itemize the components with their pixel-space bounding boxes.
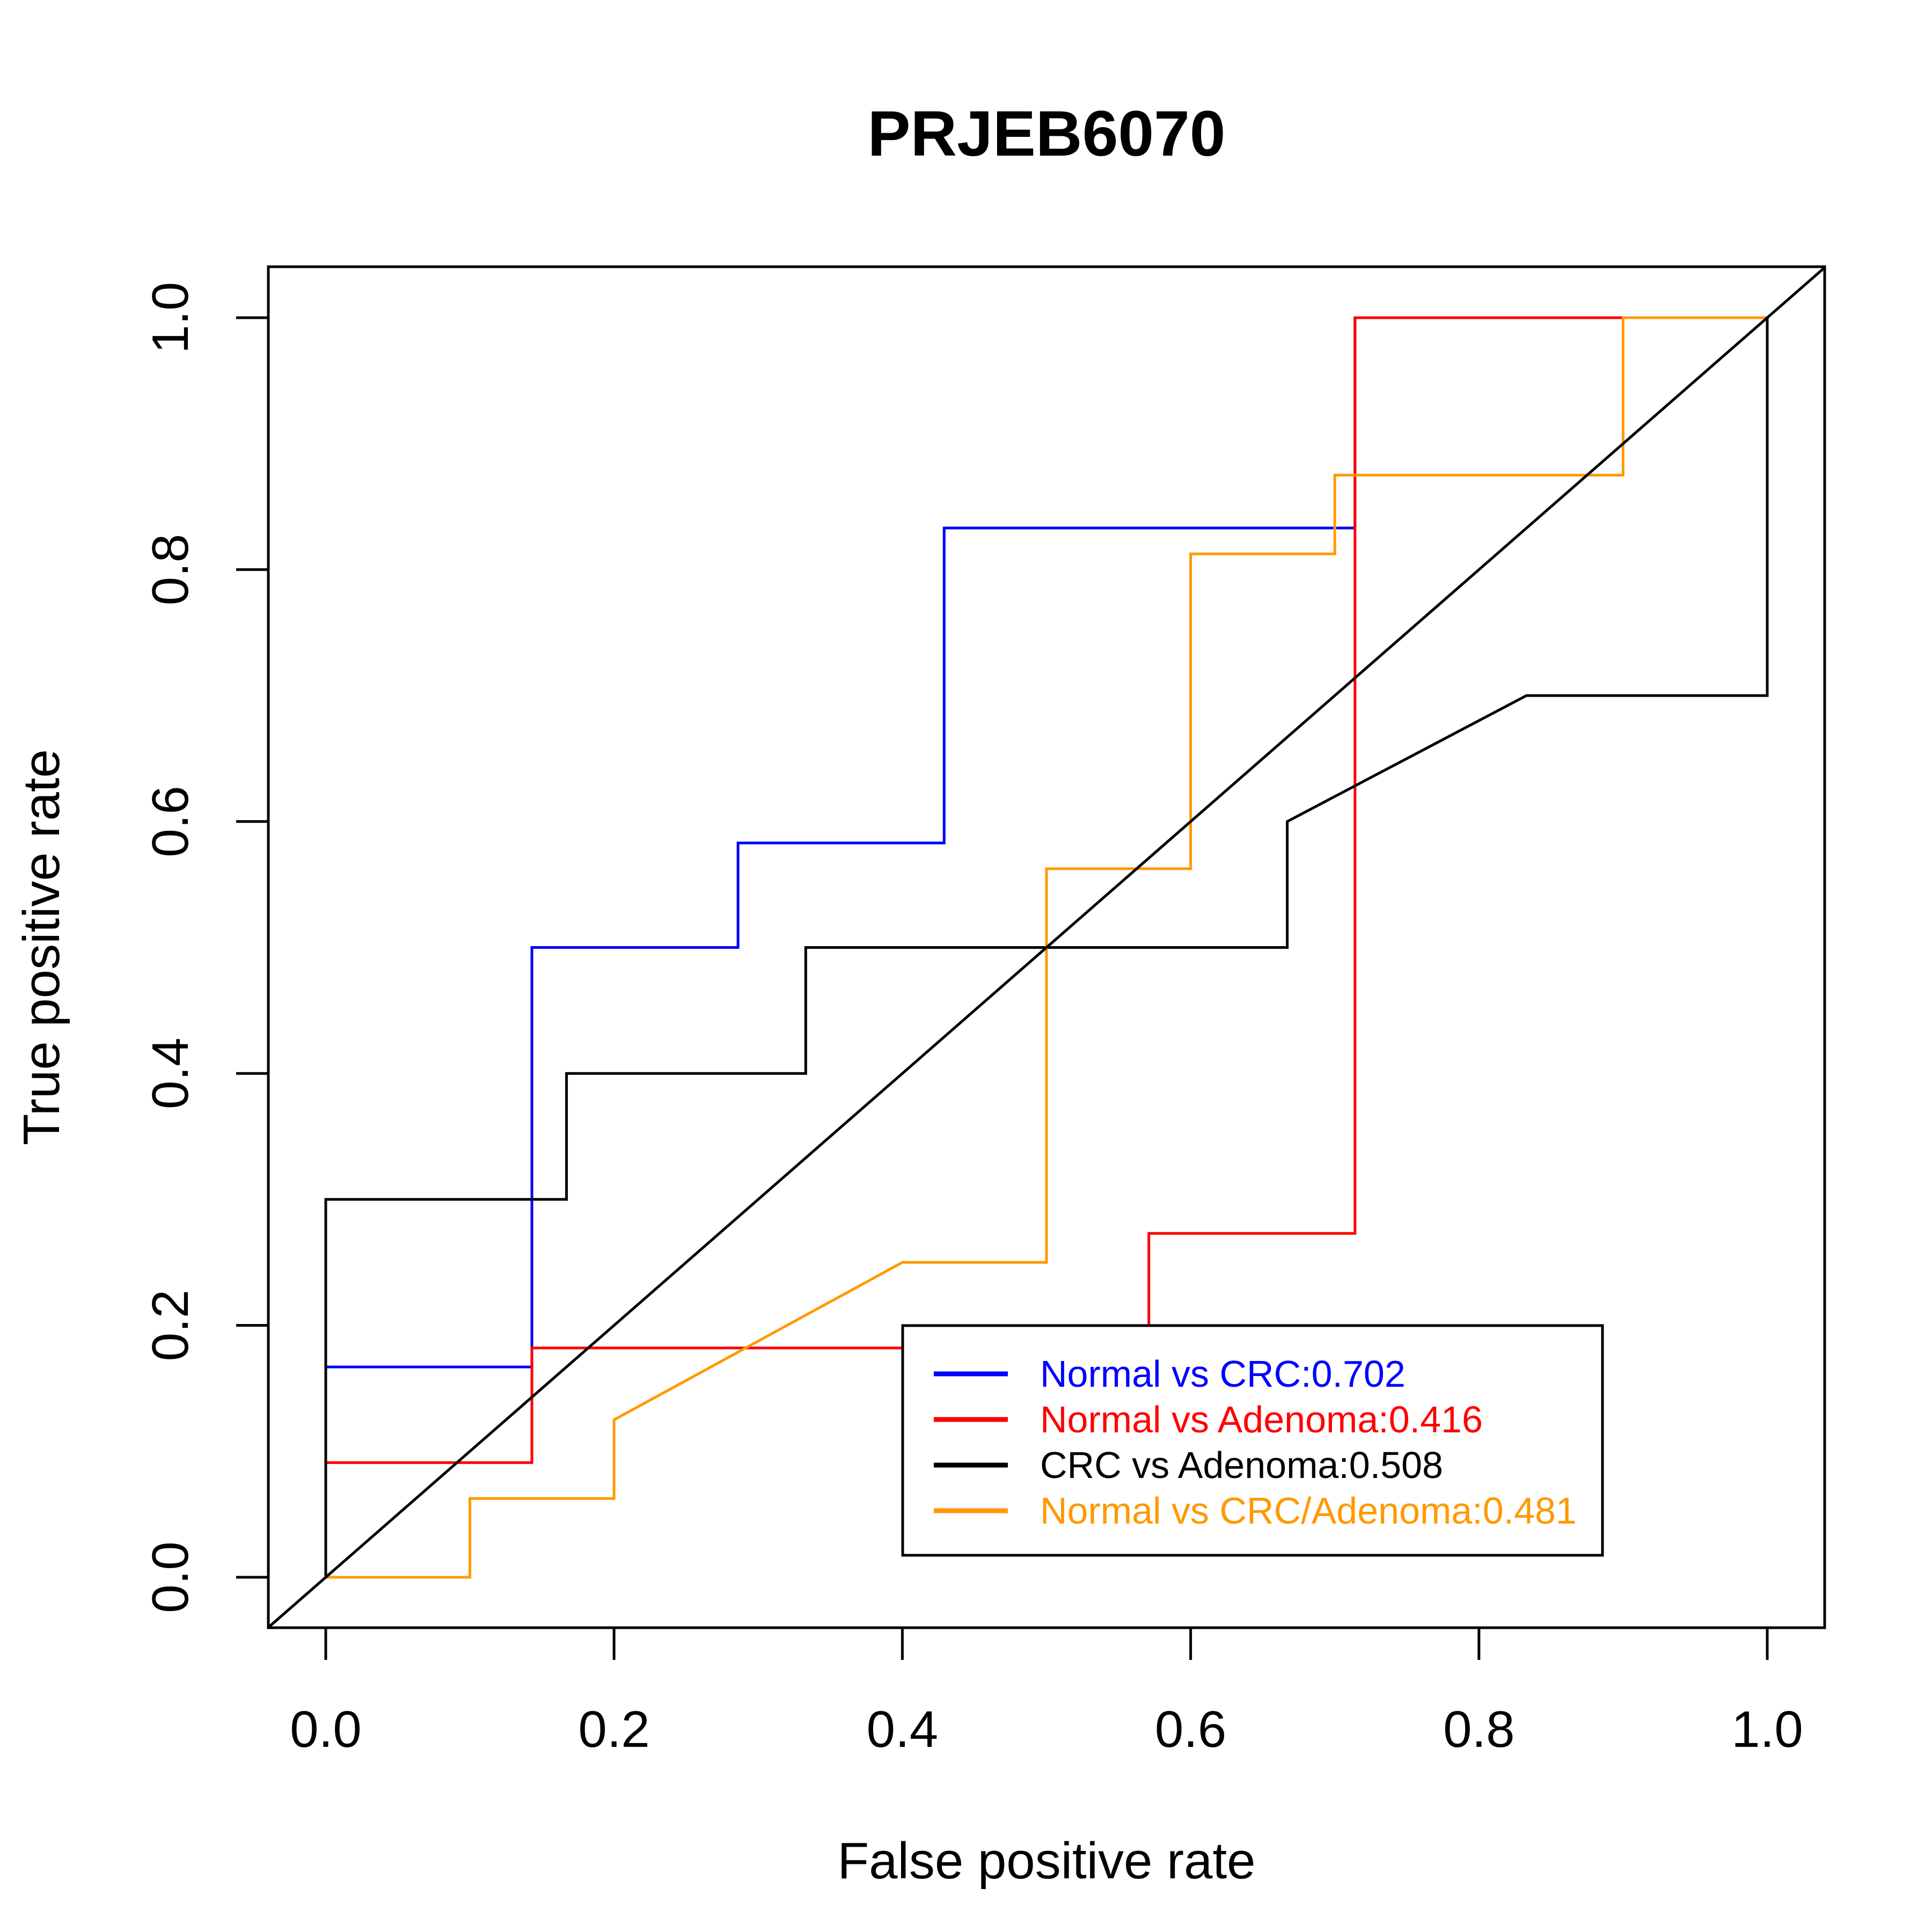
y-axis: 0.0 0.2 0.4 0.6 0.8 1.0	[142, 282, 268, 1613]
y-tick-label-0: 0.0	[142, 1541, 199, 1613]
x-tick-label-4: 0.8	[1443, 1701, 1514, 1758]
x-tick-label-2: 0.4	[867, 1701, 938, 1758]
y-tick-label-3: 0.6	[142, 786, 199, 857]
series-line-3	[326, 316, 1767, 1579]
plot-frame	[267, 265, 1826, 1629]
y-tick-label-5: 1.0	[142, 282, 199, 353]
legend-label-3: Normal vs CRC/Adenoma:0.481	[1040, 1490, 1577, 1532]
series-line-2	[324, 318, 1769, 1577]
y-axis-label: True positive rate	[13, 749, 70, 1145]
x-tick-label-0: 0.0	[290, 1701, 361, 1758]
x-tick-label-1: 0.2	[578, 1701, 649, 1758]
legend-label-1: Normal vs Adenoma:0.416	[1040, 1399, 1483, 1440]
legend-box	[901, 1324, 1604, 1557]
legend-label-0: Normal vs CRC:0.702	[1040, 1353, 1406, 1395]
legend-label-2: CRC vs Adenoma:0.508	[1040, 1444, 1443, 1486]
y-tick-label-1: 0.2	[142, 1290, 199, 1361]
diagonal-reference-line	[267, 266, 1826, 1629]
chart-title: PRJEB6070	[867, 98, 1225, 170]
y-tick-label-2: 0.4	[142, 1037, 199, 1109]
x-tick-label-3: 0.6	[1155, 1701, 1226, 1758]
x-axis-label: False positive rate	[837, 1832, 1255, 1890]
x-axis: 0.0 0.2 0.4 0.6 0.8 1.0	[290, 1628, 1803, 1758]
y-tick-label-4: 0.8	[142, 534, 199, 605]
x-tick-label-5: 1.0	[1731, 1701, 1803, 1758]
